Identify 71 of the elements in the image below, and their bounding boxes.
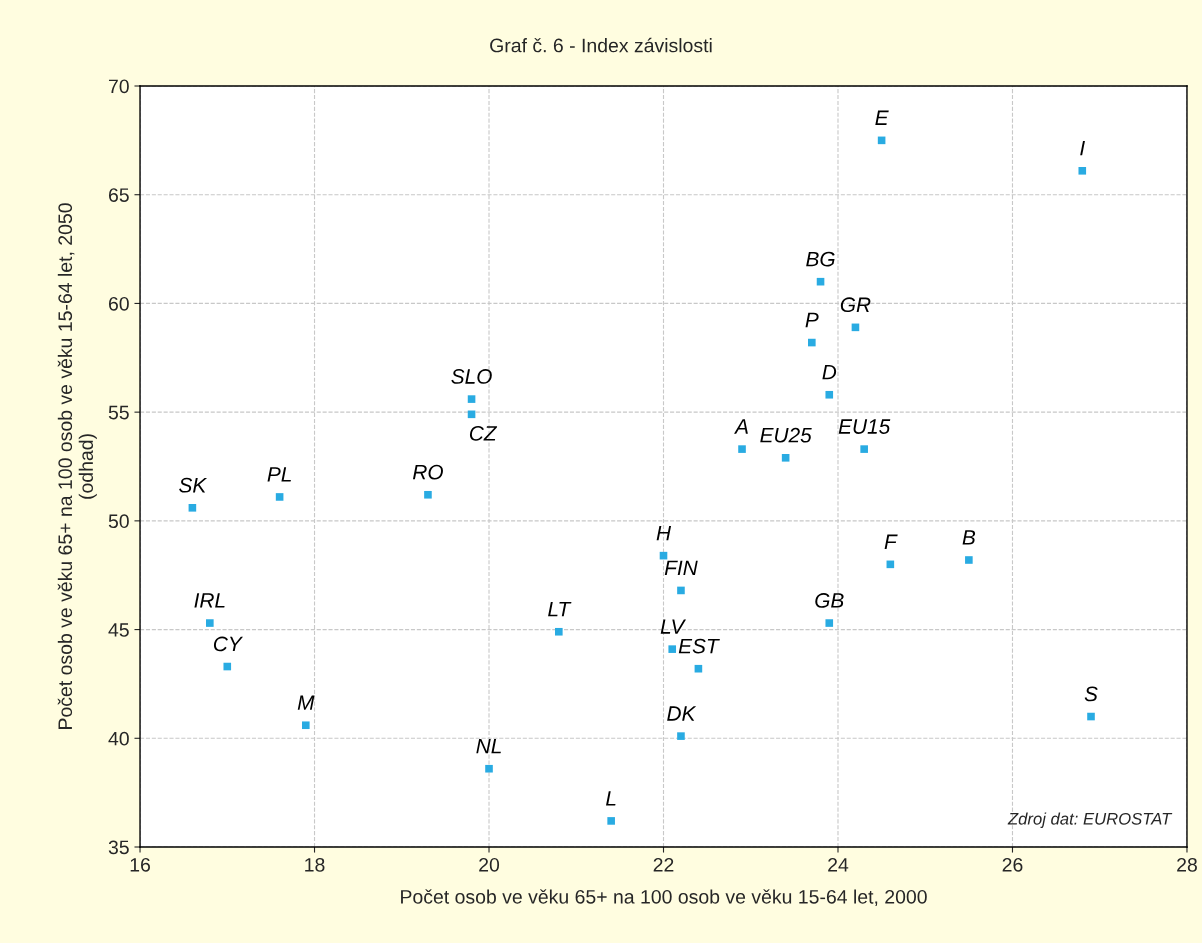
y-tick-label: 60 (108, 296, 129, 311)
annotation: GB (815, 593, 844, 608)
annotation: FIN (664, 560, 698, 575)
x-tick-label: 20 (479, 857, 500, 872)
annotation: EST (678, 638, 720, 654)
point (223, 662, 232, 671)
annotation: SK (179, 477, 208, 493)
annotation: P (805, 312, 819, 328)
annotation: IRL (194, 593, 225, 608)
point (555, 627, 563, 636)
point (860, 445, 868, 453)
annotation: B (962, 530, 976, 545)
point (467, 395, 476, 403)
y-tick-label: 40 (108, 731, 129, 746)
y-tick-label: 65 (108, 188, 129, 202)
annotation: A (734, 419, 748, 434)
annotation: RO (412, 464, 443, 480)
point (738, 445, 746, 453)
annotation: F (884, 534, 898, 549)
annotation: I (1080, 141, 1085, 156)
annotation: CZ (469, 425, 498, 441)
annotation: NL (476, 738, 501, 754)
y-tick-label: 55 (108, 405, 129, 420)
point (275, 493, 284, 501)
x-tick-label: 26 (1002, 857, 1023, 872)
y-tick-label: 45 (108, 623, 129, 637)
annotation: M (297, 695, 315, 710)
y-tick-label: 50 (108, 514, 129, 529)
point (808, 338, 816, 347)
annotation: DK (667, 706, 697, 721)
annotation: CY (213, 636, 243, 652)
annotation: GR (840, 297, 871, 313)
x-axis-title: Počet osob ve věku 65+ na 100 osob ve věku 15-64 let, 2000 (401, 889, 927, 907)
x-tick-label: 28 (1177, 857, 1197, 872)
point (485, 764, 493, 773)
x-tick-label: 16 (130, 857, 150, 872)
annotation: SLO (451, 369, 492, 384)
y-tick-label: 35 (108, 840, 129, 855)
point (1078, 166, 1087, 175)
annotation: H (656, 525, 672, 541)
point (301, 721, 310, 730)
point (781, 454, 790, 462)
annotation: L (606, 791, 616, 806)
point (1087, 712, 1095, 721)
point (965, 556, 973, 564)
point (825, 619, 834, 627)
point (825, 390, 834, 399)
point (668, 645, 677, 653)
annotation: LT (548, 601, 572, 617)
annotation: LV (660, 619, 687, 634)
annotation: Zdroj dat: EUROSTAT (1007, 812, 1173, 828)
point (188, 504, 197, 512)
x-tick-label: 22 (653, 857, 674, 872)
annotation: PL (267, 467, 291, 482)
point (607, 817, 615, 825)
x-tick-label: 24 (828, 857, 849, 872)
point (694, 664, 703, 673)
point (424, 490, 432, 499)
point (677, 586, 685, 595)
point (206, 619, 214, 627)
annotation: S (1084, 686, 1098, 702)
annotation: EU25 (760, 427, 812, 443)
y-tick-label: 70 (108, 79, 129, 94)
chart-title: Graf č. 6 - Index závislosti (490, 37, 712, 53)
x-tick-label: 18 (305, 857, 325, 872)
point (677, 732, 685, 740)
annotation: BG (806, 251, 835, 267)
annotation: EU15 (838, 419, 891, 434)
annotation: D (822, 364, 837, 380)
y-axis-title: Počet osob ve věku 65+ na 100 osob ve věku 15-64 let, 2050 (odhad) (57, 203, 97, 729)
annotation: E (875, 110, 889, 125)
